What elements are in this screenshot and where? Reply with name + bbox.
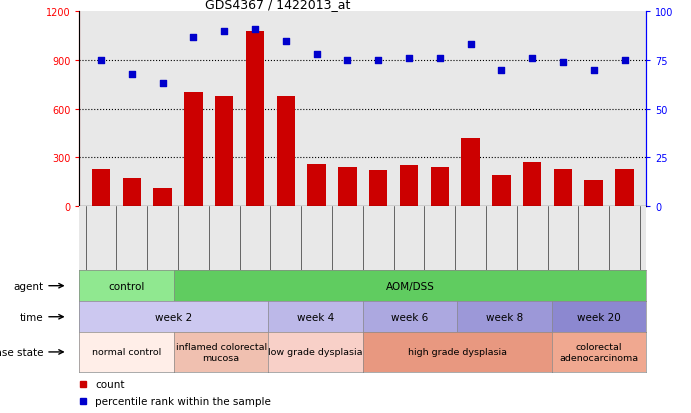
Bar [430,168,449,206]
Point [619,57,630,64]
Text: week 6: week 6 [391,312,428,322]
Text: week 20: week 20 [577,312,621,322]
Title: GDS4367 / 1422013_at: GDS4367 / 1422013_at [205,0,350,11]
Text: count: count [95,379,125,389]
Point [157,81,168,88]
Bar [246,32,264,206]
Text: week 4: week 4 [297,312,334,322]
Point [372,57,384,64]
Point [95,57,106,64]
Point [588,67,599,74]
Text: inflamed colorectal
mucosa: inflamed colorectal mucosa [176,342,267,362]
Text: normal control: normal control [92,348,161,356]
Bar [399,166,418,206]
Text: agent: agent [14,281,44,291]
Bar [585,180,603,206]
Bar [215,97,234,206]
Point [527,56,538,62]
Text: week 8: week 8 [486,312,523,322]
Text: disease state: disease state [0,347,44,357]
Bar [492,176,511,206]
Point [434,56,445,62]
Point [281,38,292,45]
Point [218,28,229,35]
Point [126,71,138,78]
Text: percentile rank within the sample: percentile rank within the sample [95,396,271,406]
Text: low grade dysplasia: low grade dysplasia [268,348,363,356]
Point [558,59,569,66]
Text: colorectal
adenocarcinoma: colorectal adenocarcinoma [559,342,638,362]
Text: AOM/DSS: AOM/DSS [386,281,435,291]
Point [342,57,353,64]
Bar [369,171,388,206]
Bar [553,169,572,206]
Bar [523,163,541,206]
Bar [276,97,295,206]
Point [249,26,261,33]
Text: control: control [108,281,145,291]
Text: time: time [20,312,44,322]
Point [496,67,507,74]
Point [188,34,199,41]
Point [465,42,476,49]
Point [311,52,322,58]
Bar [122,179,141,206]
Bar [92,169,111,206]
Point [404,56,415,62]
Bar [153,189,172,206]
Bar [307,164,326,206]
Text: high grade dysplasia: high grade dysplasia [408,348,507,356]
Text: week 2: week 2 [155,312,193,322]
Bar [338,168,357,206]
Bar [184,93,202,206]
Bar [462,139,480,206]
Bar [615,169,634,206]
